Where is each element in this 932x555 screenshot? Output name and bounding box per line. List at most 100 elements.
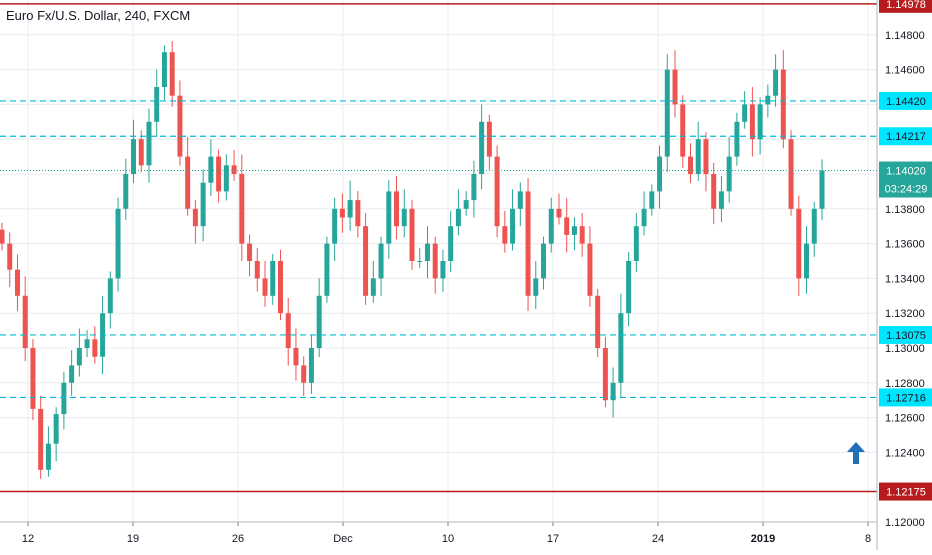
candle-body bbox=[649, 191, 655, 209]
candle-body bbox=[7, 243, 13, 270]
candle-body bbox=[417, 261, 423, 262]
candle-body bbox=[556, 208, 562, 218]
candle-body bbox=[355, 200, 361, 227]
candle-body bbox=[92, 339, 98, 357]
candle-body bbox=[239, 174, 245, 244]
candles bbox=[0, 41, 825, 479]
price-tick-label: 1.13800 bbox=[885, 204, 925, 216]
candle-body bbox=[541, 243, 547, 279]
price-tick-label: 1.14800 bbox=[885, 30, 925, 42]
price-axis: 1.148001.146001.144001.142001.140001.138… bbox=[876, 0, 925, 550]
candle-body bbox=[633, 226, 639, 261]
candle-body bbox=[208, 156, 214, 183]
price-tick-label: 1.13000 bbox=[885, 343, 925, 355]
candle-body bbox=[0, 229, 5, 244]
candle-body bbox=[138, 139, 144, 166]
level-label: 1.13075 bbox=[886, 330, 926, 342]
candle-body bbox=[123, 174, 129, 209]
candle-body bbox=[339, 208, 345, 218]
candle-body bbox=[494, 156, 500, 227]
level-label: 1.14420 bbox=[886, 96, 926, 108]
candle-body bbox=[726, 156, 732, 192]
candle-body bbox=[687, 156, 693, 174]
candle-body bbox=[61, 382, 67, 415]
candle-body bbox=[664, 69, 670, 157]
candle-body bbox=[185, 156, 191, 209]
level-label: 1.12175 bbox=[886, 487, 926, 499]
level-label-bg bbox=[879, 388, 932, 407]
time-tick-label: 17 bbox=[547, 533, 559, 545]
time-tick-label: 19 bbox=[127, 533, 139, 545]
candle-body bbox=[394, 191, 400, 227]
time-tick-label: 24 bbox=[652, 533, 664, 545]
candle-body bbox=[262, 278, 268, 296]
candle-body bbox=[161, 52, 167, 87]
level-label: 1.12716 bbox=[886, 392, 926, 404]
price-tick-label: 1.13200 bbox=[885, 308, 925, 320]
candle-body bbox=[819, 170, 825, 209]
candle-body bbox=[38, 408, 44, 470]
candle-body bbox=[270, 261, 276, 296]
candle-body bbox=[424, 243, 430, 261]
level-lines bbox=[0, 3, 877, 493]
candle-body bbox=[247, 243, 253, 261]
candle-body bbox=[734, 121, 740, 157]
candle-body bbox=[363, 226, 369, 296]
candle-body bbox=[84, 339, 90, 348]
candle-body bbox=[479, 121, 485, 174]
candle-body bbox=[401, 208, 407, 227]
candle-body bbox=[45, 443, 51, 470]
candle-body bbox=[200, 182, 206, 227]
chart-title: Euro Fx/U.S. Dollar, 240, FXCM bbox=[6, 8, 191, 23]
candle-body bbox=[657, 156, 663, 192]
candle-body bbox=[757, 104, 763, 140]
candle-body bbox=[463, 200, 469, 209]
candle-body bbox=[76, 348, 82, 366]
candle-body bbox=[548, 208, 554, 244]
candle-body bbox=[680, 104, 686, 157]
candle-body bbox=[285, 313, 291, 348]
candle-body bbox=[626, 261, 632, 314]
candle-body bbox=[773, 69, 779, 96]
current-price-label-bg bbox=[879, 161, 932, 198]
price-tick-label: 1.14600 bbox=[885, 65, 925, 77]
candle-body bbox=[308, 348, 314, 383]
candle-body bbox=[324, 243, 330, 296]
candle-body bbox=[177, 95, 183, 157]
candle-body bbox=[30, 348, 36, 409]
level-label: 1.14978 bbox=[886, 0, 926, 11]
candle-body bbox=[517, 191, 523, 209]
candle-body bbox=[564, 217, 570, 235]
candle-body bbox=[672, 69, 678, 105]
candle-body bbox=[510, 208, 516, 244]
level-label-bg bbox=[879, 325, 932, 344]
candle-body bbox=[69, 365, 75, 383]
candle-body bbox=[316, 295, 322, 348]
candle-body bbox=[53, 414, 59, 444]
candle-body bbox=[231, 165, 237, 174]
candle-body bbox=[765, 95, 771, 105]
level-label-bg bbox=[879, 91, 932, 110]
candle-body bbox=[796, 208, 802, 279]
time-tick-label: Dec bbox=[333, 533, 353, 545]
candle-body bbox=[448, 226, 454, 261]
candle-body bbox=[115, 208, 121, 279]
candle-body bbox=[780, 69, 786, 140]
candle-body bbox=[788, 139, 794, 209]
price-tick-label: 1.13400 bbox=[885, 273, 925, 285]
candle-body bbox=[718, 191, 724, 209]
candle-body bbox=[579, 226, 585, 244]
candle-body bbox=[347, 200, 353, 218]
candle-body bbox=[610, 382, 616, 401]
candle-body bbox=[440, 261, 446, 279]
candle-body bbox=[332, 208, 338, 244]
candle-body bbox=[216, 156, 222, 192]
candle-body bbox=[618, 313, 624, 383]
candle-body bbox=[370, 278, 376, 296]
time-tick-label: 12 bbox=[22, 533, 34, 545]
time-axis: 12 19 26 Dec 10 17 24 2019 8 bbox=[0, 521, 877, 545]
candle-body bbox=[695, 139, 701, 174]
candle-body bbox=[711, 174, 717, 209]
